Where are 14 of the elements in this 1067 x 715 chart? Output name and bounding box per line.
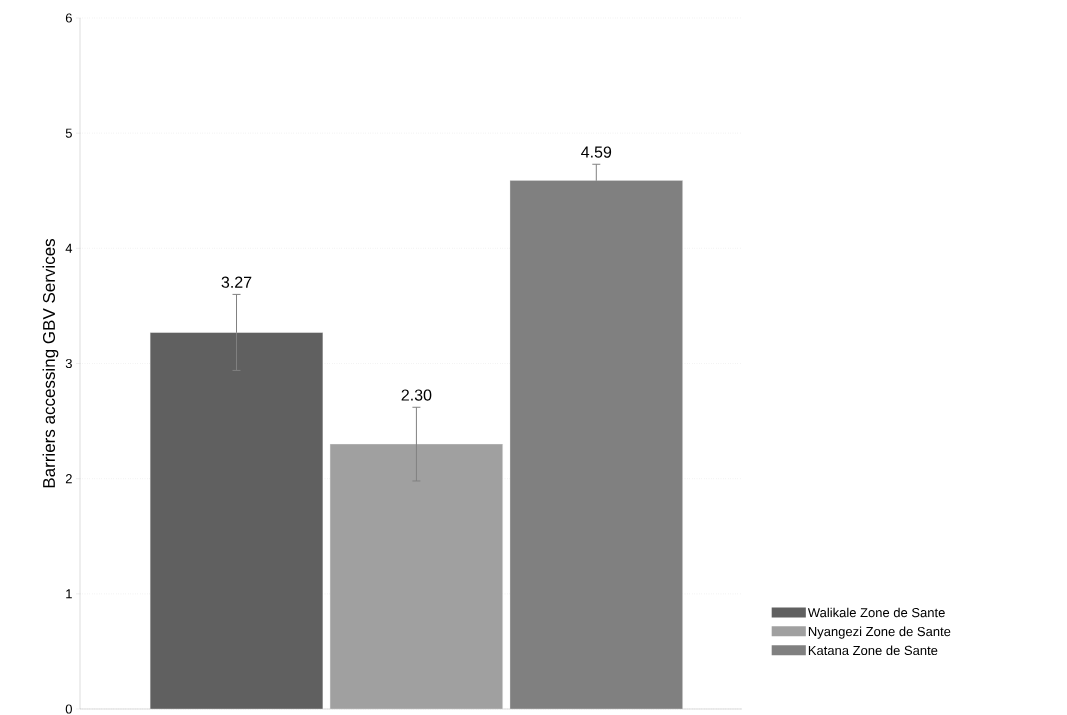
legend-label: Walikale Zone de Sante [807, 607, 945, 618]
y-tick-label: 3 [65, 358, 72, 369]
y-tick-label: 5 [65, 128, 72, 138]
y-axis-title: Barriers accessing GBV Services [42, 238, 59, 488]
data-label: 3.27 [221, 276, 252, 288]
y-tick-label: 6 [65, 13, 72, 23]
y-tick-label: 4 [65, 243, 73, 253]
data-label: 4.59 [581, 146, 612, 158]
data-label: 2.30 [401, 389, 432, 401]
legend-label: Katana Zone de Sante [808, 645, 938, 656]
legend-label: Nyangezi Zone de Sante [808, 626, 951, 639]
y-tick-label: 0 [65, 704, 72, 714]
y-tick-label: 1 [66, 589, 72, 599]
y-tick-label: 2 [65, 474, 72, 484]
